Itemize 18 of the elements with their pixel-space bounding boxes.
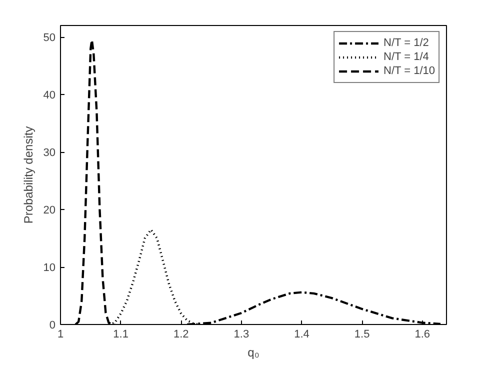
legend-label: N/T = 1/2 bbox=[384, 36, 429, 50]
x-tick-label: 1.5 bbox=[354, 328, 370, 340]
legend-label: N/T = 1/4 bbox=[384, 50, 429, 64]
x-tick-label: 1.1 bbox=[113, 328, 128, 340]
legend-label: N/T = 1/10 bbox=[384, 64, 435, 78]
x-tick-label: 1.2 bbox=[173, 328, 189, 340]
y-axis-title: Probability density bbox=[21, 126, 36, 224]
x-tick-label: 1 bbox=[57, 328, 64, 340]
y-tick-label: 20 bbox=[43, 204, 56, 216]
x-tick-label: 1.3 bbox=[234, 328, 250, 340]
y-tick-label: 10 bbox=[43, 262, 56, 274]
y-tick-label: 30 bbox=[43, 147, 56, 159]
y-tick-label: 50 bbox=[43, 32, 56, 44]
x-axis-title: q₀ bbox=[248, 346, 260, 360]
x-tick-label: 1.4 bbox=[294, 328, 310, 340]
x-tick-label: 1.6 bbox=[414, 328, 430, 340]
y-tick-label: 40 bbox=[43, 90, 56, 102]
y-tick-label: 0 bbox=[49, 320, 56, 332]
